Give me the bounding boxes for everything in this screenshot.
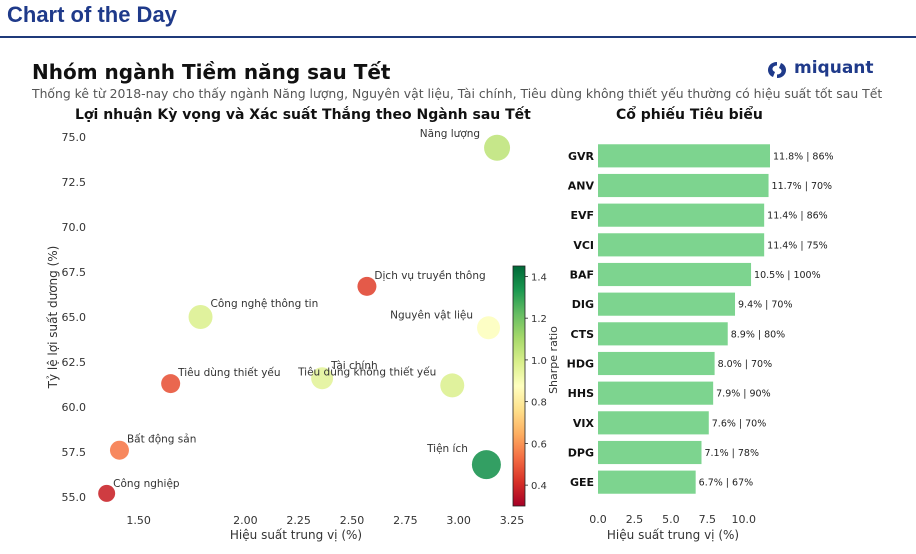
scatter-y-axis-label: Tỷ lệ lợi suất dương (%) [46, 246, 60, 390]
brand-name: miquant [794, 58, 874, 78]
scatter-point [98, 484, 116, 502]
page-title: Nhóm ngành Tiềm năng sau Tết [32, 60, 391, 84]
scatter-x-axis-label: Hiệu suất trung vị (%) [230, 528, 362, 542]
scatter-point-label: Tiêu dùng không thiết yếu [297, 366, 436, 378]
scatter-y-tick-label: 75.0 [62, 131, 87, 144]
scatter-point-label: Năng lượng [420, 128, 480, 140]
scatter-y-tick-label: 55.0 [62, 491, 87, 504]
scatter-point-label: Tài chính [330, 360, 378, 372]
scatter-x-tick-label: 2.75 [393, 514, 418, 527]
scatter-point-label: Công nghiệp [113, 478, 180, 490]
scatter-y-tick-label: 65.0 [62, 311, 87, 324]
scatter-point-label: Tiện ích [426, 443, 468, 455]
scatter-x-tick-label: 2.25 [286, 514, 311, 527]
scatter-y-tick-label: 67.5 [62, 266, 87, 279]
scatter-chart-title: Lợi nhuận Kỳ vọng và Xác suất Thắng theo… [75, 107, 531, 123]
scatter-point-label: Nguyên vật liệu [390, 309, 473, 321]
scatter-x-tick-label: 3.00 [446, 514, 471, 527]
scatter-point-label: Công nghệ thông tin [211, 298, 319, 310]
sharpe-colorbar [512, 265, 526, 507]
scatter-point [471, 450, 501, 480]
scatter-point [484, 134, 511, 161]
scatter-x-tick-label: 1.50 [126, 514, 151, 527]
scatter-point [357, 276, 377, 296]
colorbar-tick-label: 1.0 [531, 356, 547, 367]
scatter-y-tick-label: 70.0 [62, 221, 87, 234]
scatter-point [477, 316, 501, 340]
colorbar-tick-label: 1.4 [531, 272, 547, 283]
chart-of-the-day-heading: Chart of the Day [7, 2, 177, 27]
scatter-x-tick-label: 2.50 [340, 514, 365, 527]
scatter-point [311, 367, 334, 390]
scatter-point [109, 440, 129, 460]
scatter-x-tick-label: 3.25 [500, 514, 525, 527]
scatter-point [188, 305, 213, 329]
scatter-x-tick-label: 2.00 [233, 514, 258, 527]
colorbar-tick-label: 1.2 [531, 314, 547, 325]
bar-chart-title: Cổ phiếu Tiêu biểu [616, 107, 763, 123]
top-bar: Chart of the Day [0, 0, 916, 38]
scatter-y-tick-label: 62.5 [62, 356, 87, 369]
scatter-point-label: Bất động sản [127, 434, 196, 446]
page-subtitle: Thống kê từ 2018-nay cho thấy ngành Năng… [32, 86, 883, 101]
scatter-point-label: Dịch vụ truyền thông [374, 270, 485, 282]
scatter-point-label: Tiêu dùng thiết yếu [177, 367, 280, 379]
scatter-point [161, 374, 181, 394]
colorbar-label: Sharpe ratio [547, 326, 560, 394]
scatter-y-tick-label: 72.5 [62, 176, 87, 189]
miquant-logo-icon [768, 62, 786, 78]
scatter-y-tick-label: 60.0 [62, 401, 87, 414]
colorbar-tick-label: 0.6 [531, 439, 547, 450]
colorbar-tick-label: 0.4 [531, 481, 547, 492]
colorbar-tick-label: 0.8 [531, 398, 547, 409]
scatter-point [440, 373, 465, 398]
scatter-y-tick-label: 57.5 [62, 446, 87, 459]
